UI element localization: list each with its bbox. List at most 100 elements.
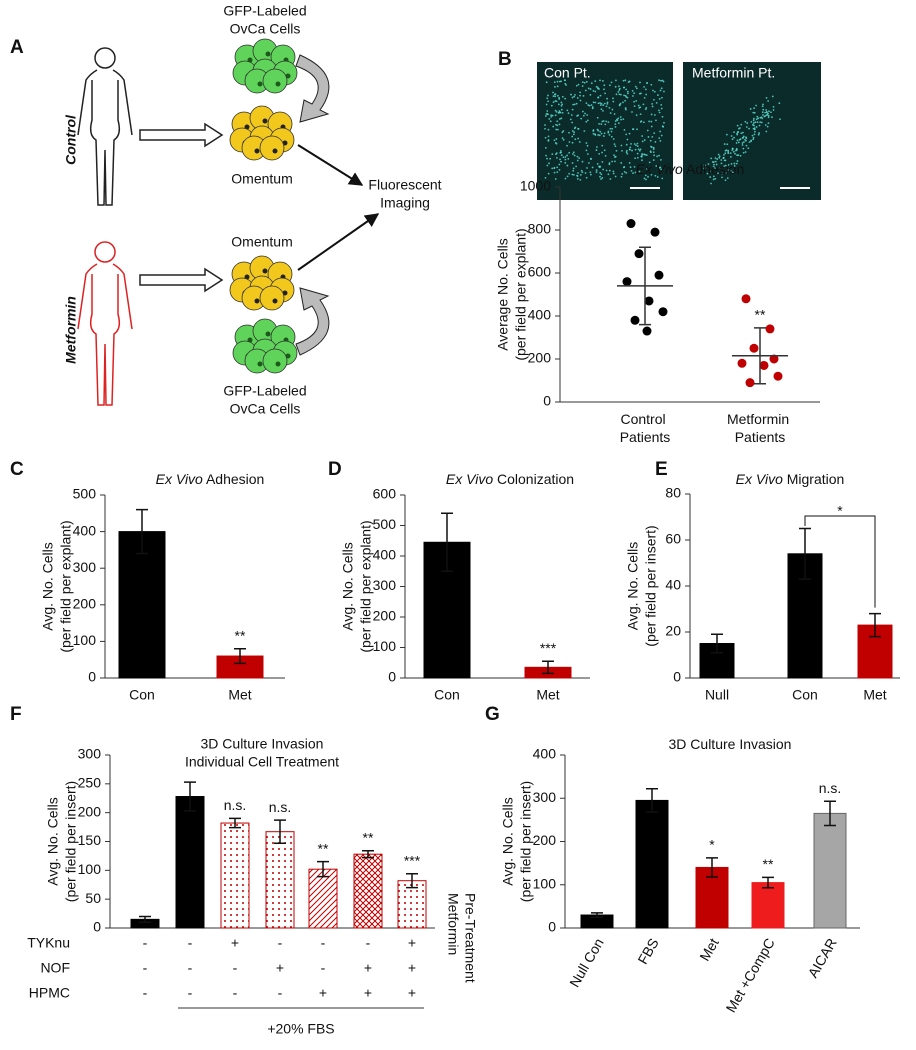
speck xyxy=(659,140,662,142)
y-axis-label: Avg. No. Cells xyxy=(625,542,641,630)
y-axis-label: Avg. No. Cells xyxy=(45,797,61,885)
speck xyxy=(720,162,723,165)
speck xyxy=(754,130,756,133)
speck xyxy=(617,122,620,125)
speck xyxy=(626,90,629,93)
speck xyxy=(628,132,631,135)
x-tick-label: Null xyxy=(705,687,729,703)
speck xyxy=(751,134,754,137)
y-tick-label: 1000 xyxy=(520,178,551,194)
speck xyxy=(595,171,598,173)
speck xyxy=(567,112,570,115)
speck xyxy=(548,162,550,165)
speck xyxy=(550,114,553,117)
point xyxy=(658,307,668,317)
speck xyxy=(641,159,643,162)
speck xyxy=(612,100,615,103)
condition-mark: - xyxy=(321,935,326,951)
speck xyxy=(555,153,557,156)
condition-mark: + xyxy=(231,935,239,951)
image xyxy=(537,62,673,200)
speck xyxy=(553,81,556,84)
speck xyxy=(564,158,567,161)
speck xyxy=(545,154,547,157)
condition-mark: - xyxy=(188,985,193,1001)
speck xyxy=(605,105,608,108)
speck xyxy=(635,114,638,116)
figure-metformin xyxy=(77,241,133,406)
annotation: n.s. xyxy=(224,797,247,813)
speck xyxy=(726,177,729,180)
speck xyxy=(658,98,661,100)
speck xyxy=(727,149,730,152)
speck xyxy=(545,81,548,84)
error-bar xyxy=(136,508,148,555)
title-text: Migration xyxy=(787,471,845,487)
speck xyxy=(623,171,626,173)
speck xyxy=(599,104,602,107)
speck xyxy=(706,172,709,175)
y-tick-label: 0 xyxy=(673,669,681,685)
speck xyxy=(617,117,620,120)
speck xyxy=(552,95,555,98)
speck xyxy=(614,120,617,122)
speck xyxy=(599,175,601,178)
speck xyxy=(631,149,633,152)
speck xyxy=(557,94,559,97)
condition-label: TYKnu xyxy=(27,935,70,951)
speck xyxy=(753,133,756,136)
speck xyxy=(550,104,553,107)
speck xyxy=(767,114,770,117)
speck xyxy=(729,152,732,154)
speck xyxy=(564,82,567,85)
chart-title: Ex Vivo Migration xyxy=(736,471,845,487)
error-bar xyxy=(799,527,811,580)
y-tick-label: 100 xyxy=(373,638,397,654)
speck xyxy=(546,157,548,160)
speck xyxy=(614,123,617,126)
speck xyxy=(608,169,611,172)
speck xyxy=(767,100,770,102)
speck xyxy=(608,107,611,109)
bar xyxy=(397,880,427,929)
speck xyxy=(577,127,579,130)
speck xyxy=(613,154,615,157)
speck xyxy=(572,153,574,155)
speck xyxy=(623,128,626,131)
speck xyxy=(629,166,632,169)
speck xyxy=(767,116,770,119)
speck xyxy=(577,172,579,174)
chart-title: 3D Culture Invasion xyxy=(201,736,324,752)
speck xyxy=(612,138,615,140)
condition-mark: - xyxy=(366,935,371,951)
speck xyxy=(725,171,728,174)
point xyxy=(650,227,660,237)
point xyxy=(737,358,747,368)
speck xyxy=(566,164,569,167)
speck xyxy=(581,110,584,113)
speck xyxy=(729,169,732,172)
speck xyxy=(555,157,558,159)
speck xyxy=(589,157,592,160)
speck xyxy=(579,91,582,94)
speck xyxy=(750,120,753,123)
speck xyxy=(559,158,561,161)
speck xyxy=(608,163,611,166)
speck xyxy=(661,96,663,99)
point xyxy=(745,378,755,388)
speck xyxy=(597,134,600,136)
bar xyxy=(423,541,471,679)
speck xyxy=(733,136,735,139)
y-tick-label: 50 xyxy=(85,890,101,906)
speck xyxy=(620,93,622,96)
speck xyxy=(733,165,736,167)
speck xyxy=(562,130,565,132)
bracket-label: * xyxy=(837,503,843,519)
speck xyxy=(730,135,733,137)
speck xyxy=(603,149,606,152)
bracket xyxy=(804,515,876,608)
speck xyxy=(544,124,546,126)
speck xyxy=(549,157,552,160)
speck xyxy=(557,103,560,106)
